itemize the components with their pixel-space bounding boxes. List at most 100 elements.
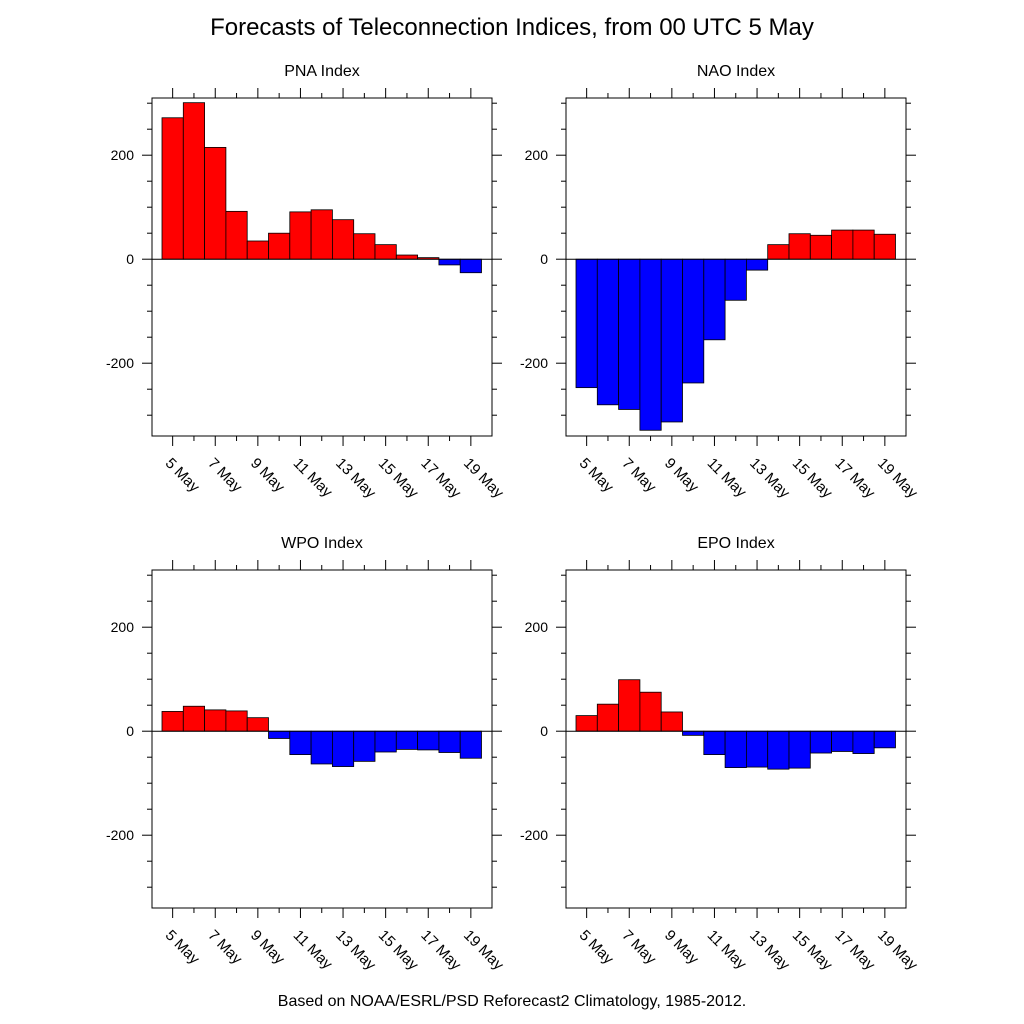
x-tick-label: 7 May — [618, 455, 659, 496]
bar-10-may — [268, 730, 291, 739]
y-tick-label: 200 — [525, 619, 549, 635]
x-tick-label: 9 May — [247, 455, 288, 496]
y-tick-label: 0 — [126, 251, 134, 267]
x-tick-label: 13 May — [332, 927, 379, 974]
bar-14-may — [353, 233, 376, 260]
bar-6-may — [596, 258, 619, 406]
bar-14-may — [767, 730, 790, 770]
x-tick-label: 9 May — [661, 927, 702, 968]
bar-8-may — [639, 258, 662, 431]
bar-9-may — [660, 711, 683, 732]
y-tick-label: 200 — [111, 619, 135, 635]
footer-note: Based on NOAA/ESRL/PSD Reforecast2 Clima… — [277, 993, 747, 1010]
x-tick-label: 11 May — [704, 927, 750, 973]
bar-11-may — [289, 730, 312, 756]
y-tick-label: -200 — [520, 355, 548, 371]
bar-9-may — [660, 258, 683, 423]
panel-title: EPO Index — [697, 535, 774, 552]
bar-15-may — [788, 730, 811, 769]
panel-title: WPO Index — [281, 535, 363, 552]
bar-12-may — [310, 209, 333, 260]
bar-16-may — [809, 234, 832, 260]
x-tick-label: 19 May — [460, 927, 507, 974]
bar-14-may — [767, 244, 790, 260]
panel-title: NAO Index — [697, 63, 775, 80]
bar-16-may — [395, 254, 418, 260]
x-tick-label: 19 May — [874, 927, 921, 974]
bar-6-may — [182, 705, 206, 732]
chart-main-title: Forecasts of Teleconnection Indices, fro… — [210, 14, 814, 41]
bar-7-may — [618, 258, 641, 410]
bar-18-may — [852, 730, 875, 754]
bar-13-may — [746, 258, 769, 271]
bar-13-may — [331, 219, 355, 260]
bar-18-may — [438, 730, 461, 753]
bar-15-may — [374, 244, 397, 260]
bar-19-may — [459, 730, 482, 759]
x-tick-label: 7 May — [204, 927, 245, 968]
x-tick-label: 17 May — [831, 927, 878, 974]
x-tick-label: 13 May — [746, 455, 793, 502]
y-tick-label: 0 — [540, 251, 548, 267]
y-tick-label: 0 — [540, 723, 548, 739]
x-tick-label: 11 May — [290, 455, 336, 501]
bar-17-may — [831, 229, 854, 260]
bar-13-may — [746, 730, 769, 768]
bar-15-may — [374, 730, 397, 753]
x-tick-label: 17 May — [417, 455, 464, 502]
x-tick-label: 5 May — [162, 455, 203, 496]
bar-10-may — [268, 232, 291, 260]
bar-7-may — [204, 146, 227, 260]
bar-19-may — [873, 233, 896, 260]
y-tick-label: 200 — [111, 147, 135, 163]
bar-6-may — [182, 102, 206, 260]
bar-12-may — [724, 258, 747, 301]
bar-13-may — [331, 730, 355, 767]
x-tick-label: 5 May — [162, 927, 203, 968]
x-tick-label: 19 May — [874, 455, 921, 502]
bar-17-may — [831, 730, 854, 752]
bar-8-may — [639, 691, 662, 732]
bar-9-may — [246, 717, 269, 732]
x-tick-label: 5 May — [576, 455, 617, 496]
bar-16-may — [809, 730, 832, 754]
bar-7-may — [618, 679, 641, 732]
bar-11-may — [703, 258, 726, 341]
bar-10-may — [682, 258, 705, 384]
x-tick-label: 9 May — [661, 455, 702, 496]
bar-8-may — [225, 710, 248, 732]
x-tick-label: 17 May — [831, 455, 878, 502]
x-tick-label: 15 May — [789, 455, 836, 502]
panel-title: PNA Index — [284, 63, 360, 80]
bar-17-may — [417, 730, 440, 751]
x-tick-label: 11 May — [290, 927, 336, 973]
bar-18-may — [852, 229, 875, 260]
bar-18-may — [438, 258, 461, 266]
x-tick-label: 7 May — [204, 455, 245, 496]
bar-11-may — [289, 211, 312, 260]
x-tick-label: 7 May — [618, 927, 659, 968]
bar-6-may — [596, 703, 619, 732]
bar-5-may — [161, 117, 184, 260]
x-tick-label: 13 May — [746, 927, 793, 974]
y-tick-label: -200 — [520, 827, 548, 843]
x-tick-label: 15 May — [375, 455, 422, 502]
y-tick-label: -200 — [106, 355, 134, 371]
bar-8-may — [225, 210, 248, 260]
x-tick-label: 5 May — [576, 927, 617, 968]
y-tick-label: 200 — [525, 147, 549, 163]
bar-12-may — [310, 730, 333, 765]
bar-19-may — [459, 258, 482, 274]
x-tick-label: 11 May — [704, 455, 750, 501]
bar-10-may — [682, 730, 705, 736]
bar-12-may — [724, 730, 747, 769]
x-tick-label: 9 May — [247, 927, 288, 968]
x-tick-label: 19 May — [460, 455, 507, 502]
bar-5-may — [575, 715, 598, 732]
x-tick-label: 13 May — [332, 455, 379, 502]
bar-5-may — [161, 711, 184, 732]
x-tick-label: 15 May — [375, 927, 422, 974]
y-tick-label: -200 — [106, 827, 134, 843]
bar-14-may — [353, 730, 376, 762]
